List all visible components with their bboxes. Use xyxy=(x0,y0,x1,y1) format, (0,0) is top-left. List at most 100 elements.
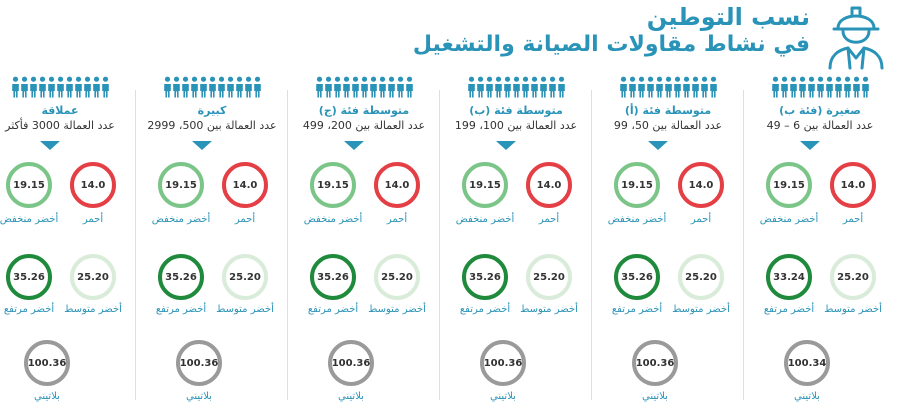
person-icon xyxy=(664,76,673,98)
header: نسب التوطين في نشاط مقاولات الصيانة والت… xyxy=(413,2,888,72)
person-icon xyxy=(387,76,396,98)
people-icons xyxy=(140,76,284,98)
person-icon xyxy=(548,76,557,98)
person-icon xyxy=(807,76,816,98)
platinum-label: بلاتيني xyxy=(642,391,668,402)
person-icon xyxy=(530,76,539,98)
person-icon xyxy=(825,76,834,98)
green-mid-value-circle: 25.20 xyxy=(222,254,268,300)
person-icon xyxy=(789,76,798,98)
person-icon xyxy=(682,76,691,98)
red-label: أحمر xyxy=(842,214,864,225)
category-column: عملاقة عدد العمالة 3000 فأكثر 14.0 19.15 أحم… xyxy=(0,76,132,408)
category-range: عدد العمالة بين 200، 499 xyxy=(302,119,426,132)
platinum-label: بلاتيني xyxy=(34,391,60,402)
person-icon xyxy=(709,76,718,98)
category-column: متوسطة فئة (ج) عدد العمالة بين 200، 499 14… xyxy=(292,76,436,408)
person-icon xyxy=(163,76,172,98)
category-column: كبيرة عدد العمالة بين 500، 2999 14.0 19.15 أ… xyxy=(140,76,284,408)
person-icon xyxy=(47,76,56,98)
person-icon xyxy=(378,76,387,98)
down-arrow-icon xyxy=(40,141,60,150)
category-name: متوسطة فئة (ب) xyxy=(469,104,563,117)
platinum-value-circle: 100.36 xyxy=(24,340,70,386)
people-icons xyxy=(748,76,892,98)
down-arrow-icon xyxy=(344,141,364,150)
person-icon xyxy=(467,76,476,98)
title-line-1: نسب التوطين xyxy=(646,3,810,31)
category-name: متوسطة فئة (ج) xyxy=(318,104,410,117)
person-icon xyxy=(780,76,789,98)
category-range: عدد العمالة بين 500، 2999 xyxy=(147,119,277,132)
green-high-value-circle: 35.26 xyxy=(158,254,204,300)
green-low-value-circle: 19.15 xyxy=(462,162,508,208)
down-arrow-icon xyxy=(800,141,820,150)
people-icons xyxy=(444,76,588,98)
green-low-value-circle: 19.15 xyxy=(766,162,812,208)
green-mid-value-circle: 25.20 xyxy=(374,254,420,300)
green-low-label: أخضر منخفض xyxy=(303,214,363,225)
down-arrow-icon xyxy=(496,141,516,150)
green-mid-value-circle: 25.20 xyxy=(830,254,876,300)
green-mid-label: أخضر متوسط xyxy=(824,304,882,315)
platinum-label: بلاتيني xyxy=(794,391,820,402)
red-value-circle: 14.0 xyxy=(222,162,268,208)
category-range: عدد العمالة بين 100، 199 xyxy=(454,119,578,132)
red-label: أحمر xyxy=(82,214,104,225)
person-icon xyxy=(512,76,521,98)
green-high-label: أخضر مرتفع xyxy=(459,304,511,315)
person-icon xyxy=(235,76,244,98)
green-mid-label: أخضر متوسط xyxy=(672,304,730,315)
person-icon xyxy=(226,76,235,98)
platinum-label: بلاتيني xyxy=(490,391,516,402)
person-icon xyxy=(476,76,485,98)
category-column: متوسطة فئة (أ) عدد العمالة بين 50، 99 14.0… xyxy=(596,76,740,408)
green-mid-label: أخضر متوسط xyxy=(520,304,578,315)
person-icon xyxy=(190,76,199,98)
green-mid-value-circle: 25.20 xyxy=(678,254,724,300)
person-icon xyxy=(861,76,870,98)
person-icon xyxy=(485,76,494,98)
red-value-circle: 14.0 xyxy=(678,162,724,208)
green-low-label: أخضر منخفض xyxy=(607,214,667,225)
person-icon xyxy=(65,76,74,98)
person-icon xyxy=(11,76,20,98)
person-icon xyxy=(521,76,530,98)
person-icon xyxy=(360,76,369,98)
person-icon xyxy=(816,76,825,98)
person-icon xyxy=(83,76,92,98)
person-icon xyxy=(92,76,101,98)
person-icon xyxy=(405,76,414,98)
person-icon xyxy=(691,76,700,98)
green-high-label: أخضر مرتفع xyxy=(155,304,207,315)
green-high-value-circle: 33.24 xyxy=(766,254,812,300)
person-icon xyxy=(101,76,110,98)
column-divider xyxy=(591,90,592,400)
person-icon xyxy=(74,76,83,98)
red-label: أحمر xyxy=(690,214,712,225)
category-name: كبيرة xyxy=(197,104,227,117)
person-icon xyxy=(843,76,852,98)
green-mid-label: أخضر متوسط xyxy=(216,304,274,315)
person-icon xyxy=(20,76,29,98)
page-title: نسب التوطين في نشاط مقاولات الصيانة والت… xyxy=(413,4,810,58)
green-low-label: أخضر منخفض xyxy=(0,214,59,225)
green-high-label: أخضر مرتفع xyxy=(3,304,55,315)
platinum-value-circle: 100.36 xyxy=(632,340,678,386)
platinum-value-circle: 100.36 xyxy=(480,340,526,386)
person-icon xyxy=(208,76,217,98)
person-icon xyxy=(646,76,655,98)
person-icon xyxy=(503,76,512,98)
category-name: عملاقة xyxy=(41,104,79,117)
person-icon xyxy=(38,76,47,98)
down-arrow-icon xyxy=(648,141,668,150)
category-name: صغيرة (فئة ب) xyxy=(779,104,861,117)
person-icon xyxy=(557,76,566,98)
person-icon xyxy=(351,76,360,98)
person-icon xyxy=(771,76,780,98)
category-column: صغيرة (فئة ب) عدد العمالة بين 6 – 49 14.0 1… xyxy=(748,76,892,408)
person-icon xyxy=(181,76,190,98)
person-icon xyxy=(29,76,38,98)
person-icon xyxy=(539,76,548,98)
platinum-value-circle: 100.36 xyxy=(328,340,374,386)
